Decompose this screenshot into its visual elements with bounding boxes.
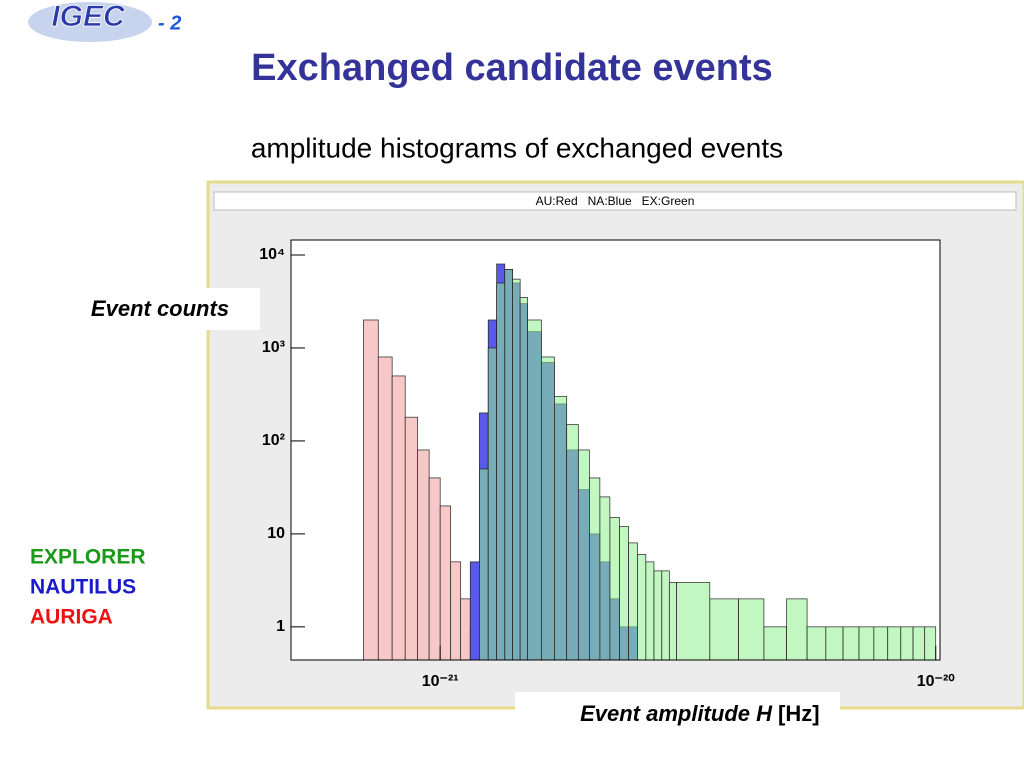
histogram-bar: [487, 347, 497, 661]
histogram-bar: [637, 554, 647, 661]
legend-entry: EXPLORER: [30, 546, 146, 569]
histogram-bar: [786, 598, 808, 661]
histogram-bar: [377, 356, 393, 661]
histogram-bar: [450, 561, 462, 661]
histogram-bar: [439, 505, 452, 661]
histogram-bar: [676, 582, 711, 661]
histogram-bar: [428, 477, 441, 661]
histogram-bar: [417, 449, 430, 661]
histogram-bar: [577, 449, 590, 661]
histogram-bar: [527, 319, 542, 661]
chart-title-box: [213, 191, 1017, 211]
x-axis-unit: [Hz]: [778, 701, 820, 726]
histogram-bar: [887, 626, 902, 661]
histogram-bar: [363, 319, 379, 661]
histogram-bar: [554, 396, 568, 661]
y-axis-label: Event counts: [91, 296, 229, 321]
histogram-bar: [404, 416, 418, 661]
histogram-bar: [566, 424, 579, 661]
histogram-bar: [653, 570, 663, 661]
slide-number: - 2: [158, 12, 181, 34]
histogram-bar: [763, 626, 787, 661]
histogram-bar: [512, 278, 521, 661]
histogram-bar: [645, 561, 655, 661]
histogram-bar: [900, 626, 914, 661]
plot-border: [290, 239, 941, 661]
xlabel-box: [515, 692, 840, 736]
histogram-bar: [628, 542, 638, 661]
legend-entry: AURIGA: [30, 606, 113, 629]
histogram-bar: [540, 356, 555, 661]
histogram-bar: [599, 496, 611, 661]
histogram-bar: [619, 526, 629, 661]
histogram-bar: [825, 626, 844, 661]
x-tick-label: 10⁻²⁰: [917, 673, 956, 690]
slide-title: Exchanged candidate events: [251, 47, 773, 89]
y-tick-label: 10: [267, 525, 285, 542]
y-tick-label: 1: [276, 618, 285, 635]
histogram-bar: [912, 626, 926, 661]
y-tick-label: 10²: [262, 432, 285, 449]
histogram-bar: [391, 375, 406, 661]
histogram-bar: [873, 626, 889, 661]
ylabel-box: [62, 288, 260, 330]
subtitle: amplitude histograms of exchanged events: [251, 132, 783, 163]
histogram-bar: [709, 598, 739, 661]
histogram-bar: [479, 468, 489, 661]
logo: IGEC: [51, 0, 126, 33]
x-axis-label: Event amplitude H: [580, 701, 773, 726]
x-tick-label: 10⁻²¹: [422, 673, 459, 690]
histogram-bar: [842, 626, 860, 661]
legend-entry: NAUTILUS: [30, 576, 136, 599]
y-tick-label: 10⁴: [259, 246, 285, 263]
histogram-bar: [738, 598, 765, 661]
histogram-bar: [519, 297, 528, 661]
chart-title: AU:Red NA:Blue EX:Green: [536, 194, 695, 208]
histogram-bar: [504, 269, 513, 661]
histogram-bar: [460, 598, 471, 661]
histogram-bar: [806, 626, 827, 661]
histogram-bar: [661, 570, 670, 661]
histogram-bar: [924, 626, 937, 661]
histogram-bar: [858, 626, 875, 661]
logo-swoosh: [28, 2, 152, 42]
histogram-bar: [609, 517, 620, 661]
histogram-bar: [469, 561, 480, 661]
histogram-bar: [589, 477, 601, 661]
histogram-bar: [668, 582, 677, 661]
histogram-bar: [496, 282, 506, 661]
y-tick-label: 10³: [262, 339, 285, 356]
